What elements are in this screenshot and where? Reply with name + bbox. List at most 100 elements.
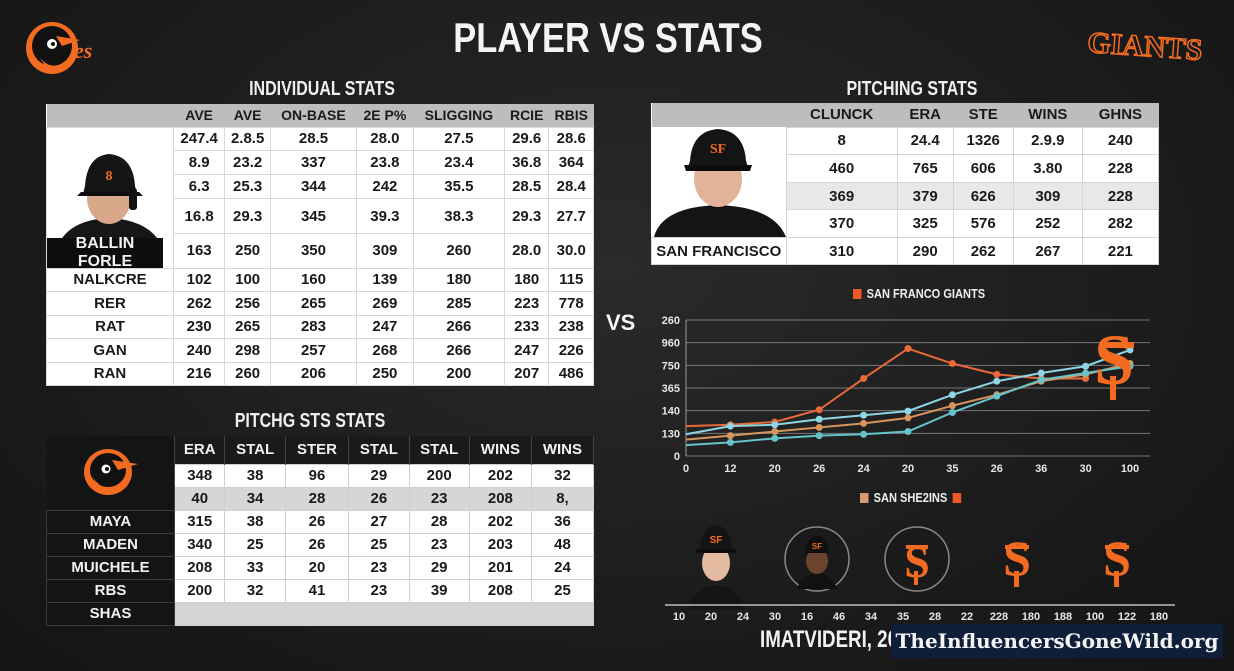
stat-cell: 369 (785, 181, 898, 211)
col-header: WINS (531, 436, 595, 464)
stat-cell: 242 (355, 174, 414, 200)
sf-pitching-stats-table: CLUNCK ERA STE WINS GHNS SF 8 24.4 1326 … (651, 103, 1160, 265)
stat-cell: 228 (1081, 154, 1160, 183)
stat-cell: 257 (270, 338, 357, 363)
svg-text:24: 24 (857, 463, 870, 475)
stat-cell: 200 (173, 578, 226, 603)
svg-text:26: 26 (991, 463, 1003, 475)
table-row: MUICHELE 208 33 20 23 29 201 24 (46, 555, 595, 580)
svg-text:30: 30 (769, 611, 781, 623)
col-header: RCIE (504, 104, 549, 127)
stat-cell: 28 (284, 486, 350, 511)
pitching-stats-title: PITCHING STATS (846, 78, 978, 100)
stat-cell: 778 (548, 291, 594, 316)
stat-cell: 8, (530, 486, 595, 511)
stat-cell: 348 (173, 463, 226, 488)
row-label: MUICHELE (46, 555, 175, 580)
svg-text:24: 24 (737, 611, 750, 623)
player-name-label: BALLIN FORLE (47, 235, 163, 270)
stat-cell: 315 (173, 509, 226, 534)
orioles-logo-cell (46, 436, 175, 510)
stat-cell: 290 (896, 237, 954, 265)
svg-text:180: 180 (1022, 611, 1040, 623)
stat-cell: 626 (952, 181, 1014, 211)
stat-cell: 20 (284, 555, 350, 580)
stat-cell: 207 (503, 361, 550, 386)
stat-cell: 223 (503, 291, 550, 316)
stat-cell: 344 (270, 174, 357, 200)
stat-cell: 160 (270, 267, 357, 292)
stat-cell: 29 (348, 463, 410, 488)
svg-text:8: 8 (106, 169, 113, 184)
col-header: STE (953, 103, 1014, 127)
svg-text:20: 20 (902, 463, 914, 475)
table-row: MAYA 315 38 26 27 28 202 36 (46, 509, 595, 534)
svg-text:122: 122 (1118, 611, 1136, 623)
svg-text:960: 960 (662, 338, 680, 350)
stat-cell: 240 (1081, 126, 1160, 156)
stat-cell: 208 (173, 555, 226, 580)
stat-cell: 26 (284, 532, 350, 557)
stat-cell: 23.4 (412, 150, 505, 176)
stat-cell: 139 (355, 267, 414, 292)
stat-cell: 38 (224, 509, 286, 534)
col-header: WINS (1013, 103, 1083, 127)
table-row: RAT 230 265 283 247 266 233 238 (46, 314, 594, 339)
stat-cell: 27.5 (412, 126, 505, 152)
footer-caption: IMATVIDERI, 20 (760, 626, 898, 653)
stat-cell: 208 (468, 486, 532, 511)
svg-text:130: 130 (662, 428, 680, 440)
stat-cell: 23 (348, 555, 410, 580)
legend-swatch-icon (952, 492, 961, 503)
table-row: RAN 216 260 206 250 200 207 486 (46, 361, 594, 386)
stat-cell: 8.9 (172, 150, 226, 176)
stat-cell: 370 (785, 209, 898, 238)
svg-text:10: 10 (673, 611, 685, 623)
legend-label: SAN FRANCO GIANTS (866, 286, 986, 301)
vs-label: VS (606, 310, 636, 335)
stat-cell: 247.4 (172, 126, 226, 152)
orioles-logo-icon: es (26, 22, 92, 74)
stat-cell: 250 (224, 232, 272, 269)
col-header: STER (285, 436, 350, 464)
stat-cell: 24 (530, 555, 595, 580)
stat-cell: 25.3 (224, 174, 272, 200)
stat-cell: 115 (548, 267, 594, 292)
stat-cell: 23 (408, 486, 470, 511)
stat-cell: 233 (503, 314, 550, 339)
svg-text:20: 20 (705, 611, 717, 623)
svg-text:30: 30 (1079, 463, 1091, 475)
row-label: SHAS (46, 601, 175, 626)
stat-cell: 23 (348, 578, 410, 603)
stat-cell: 230 (172, 314, 226, 339)
stat-cell: 25 (348, 532, 410, 557)
stat-cell: 26 (284, 509, 350, 534)
stat-cell: 23 (408, 532, 470, 557)
stat-cell: 298 (224, 338, 272, 363)
table-row: 16.8 29.3 345 39.3 38.3 29.3 27.7 (47, 198, 594, 234)
svg-text:22: 22 (961, 611, 973, 623)
stat-cell: 16.8 (172, 198, 226, 234)
stat-cell: 28.0 (355, 126, 414, 152)
svg-text:20: 20 (769, 463, 781, 475)
stat-cell: 35.5 (412, 174, 505, 200)
table-row: SF 8 24.4 1326 2.9.9 240 (651, 126, 1160, 238)
col-header: AVE (224, 104, 271, 127)
stat-cell: 26 (348, 486, 410, 511)
sf-logo-icon: S (1103, 531, 1131, 587)
stat-cell: 39.3 (355, 198, 414, 234)
table-row: MADEN 340 25 26 25 23 203 48 (46, 532, 595, 557)
stat-cell: 226 (548, 338, 594, 363)
stat-cell: 23.2 (224, 150, 272, 176)
svg-text:0: 0 (683, 463, 689, 475)
line-chart: 0 130 140 365 750 960 260 0 12 20 26 24 20 35 26 36 30 1… (662, 315, 1150, 475)
table-row: RBS 200 32 41 23 39 208 25 (46, 578, 595, 603)
stat-cell: 266 (412, 314, 505, 339)
col-header: ERA (174, 436, 226, 464)
stat-cell: 29.3 (224, 198, 272, 234)
stat-cell: 337 (270, 150, 357, 176)
svg-text:16: 16 (801, 611, 813, 623)
stat-cell: 203 (468, 532, 532, 557)
stat-cell: 260 (224, 361, 272, 386)
stat-cell: 24.4 (896, 126, 954, 156)
